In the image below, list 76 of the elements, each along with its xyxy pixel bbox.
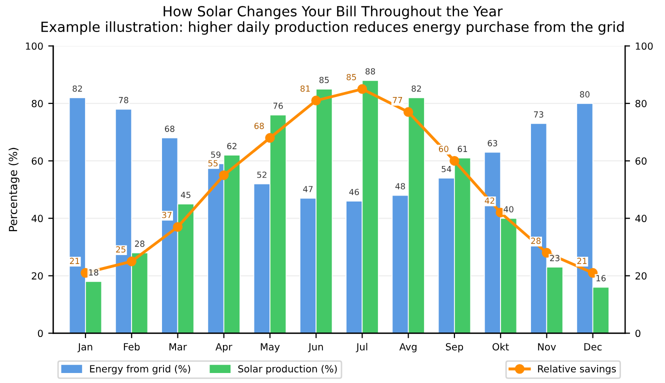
- data-label: 21: [577, 258, 587, 264]
- y-tick-label: 60: [32, 157, 43, 165]
- data-label: 40: [504, 206, 514, 212]
- data-label: 82: [72, 85, 82, 92]
- data-label: 55: [208, 160, 218, 166]
- chart-title: How Solar Changes Your Bill Throughout the Year: [164, 6, 503, 20]
- point: [126, 256, 136, 266]
- x-tick-label: Jul: [356, 342, 368, 352]
- data-label: 68: [164, 126, 174, 132]
- x-tick-label: Nov: [538, 343, 556, 350]
- data-label: 60: [438, 146, 448, 152]
- data-label: 45: [180, 192, 190, 198]
- point: [311, 96, 321, 106]
- data-label: 37: [162, 212, 172, 218]
- x-tick-label: Sep: [446, 343, 464, 352]
- data-label: 25: [116, 246, 126, 253]
- x-tick-label: Feb: [124, 342, 140, 350]
- point: [542, 248, 552, 258]
- data-label: 59: [211, 152, 220, 158]
- data-label: 52: [257, 172, 266, 178]
- data-label: 78: [118, 96, 128, 104]
- data-label: 81: [300, 85, 310, 92]
- legend-label: Relative savings: [538, 364, 616, 374]
- y2-tick-label: 40: [635, 214, 647, 222]
- x-tick-label: Jan: [77, 343, 92, 352]
- y-tick-label: 100: [26, 42, 43, 50]
- data-label: 54: [442, 166, 452, 172]
- y-tick-label: 80: [32, 100, 43, 108]
- data-label: 77: [392, 97, 402, 104]
- data-label: 23: [550, 254, 560, 262]
- data-label: 18: [89, 269, 98, 276]
- data-label: 76: [273, 102, 283, 109]
- point: [172, 222, 183, 232]
- data-label: 46: [349, 188, 359, 196]
- point: [450, 156, 460, 166]
- data-label: 68: [254, 122, 264, 130]
- data-label: 47: [303, 186, 313, 192]
- data-label: 48: [395, 183, 405, 190]
- data-label: 85: [346, 74, 356, 80]
- x-tick-label: Dec: [584, 343, 602, 350]
- x-tick-label: Apr: [216, 343, 232, 352]
- data-label: 82: [412, 85, 421, 92]
- data-label: 28: [134, 240, 144, 247]
- y-tick-label: 40: [32, 214, 43, 222]
- point: [265, 133, 275, 143]
- legend-label: Solar production (%): [238, 364, 337, 374]
- data-label: 80: [580, 91, 590, 98]
- y-tick-label: 0: [38, 330, 43, 338]
- y2-tick-label: 20: [636, 272, 647, 280]
- data-label: 73: [534, 111, 544, 118]
- data-label: 85: [319, 76, 329, 84]
- x-tick-label: Mar: [170, 343, 187, 350]
- point: [403, 107, 414, 117]
- data-label: 28: [531, 238, 541, 244]
- legend-label: Energy from grid (%): [90, 364, 190, 374]
- x-tick-label: Okt: [492, 342, 509, 350]
- point: [357, 84, 368, 94]
- data-label: 63: [488, 140, 498, 146]
- y2-tick-label: 100: [636, 42, 653, 50]
- data-label: 21: [70, 258, 80, 264]
- x-tick-label: May: [260, 343, 280, 352]
- data-label: 16: [596, 275, 606, 282]
- data-label: 62: [227, 142, 236, 150]
- data-label: 61: [458, 146, 468, 152]
- y-axis-title: Percentage (%): [8, 148, 20, 232]
- y2-tick-label: 80: [635, 100, 647, 108]
- data-label: 88: [366, 68, 376, 75]
- chart-subtitle: Example illustration: higher daily production reduces energy purchase from the grid: [41, 21, 624, 35]
- x-tick-label: Jun: [308, 343, 323, 352]
- y2-tick-label: 0: [635, 330, 640, 338]
- y-tick-label: 20: [32, 272, 43, 280]
- data-label: 42: [484, 197, 494, 204]
- x-tick-label: Avg: [399, 343, 416, 352]
- y2-tick-label: 60: [636, 157, 647, 165]
- point: [588, 268, 598, 278]
- point: [218, 170, 229, 180]
